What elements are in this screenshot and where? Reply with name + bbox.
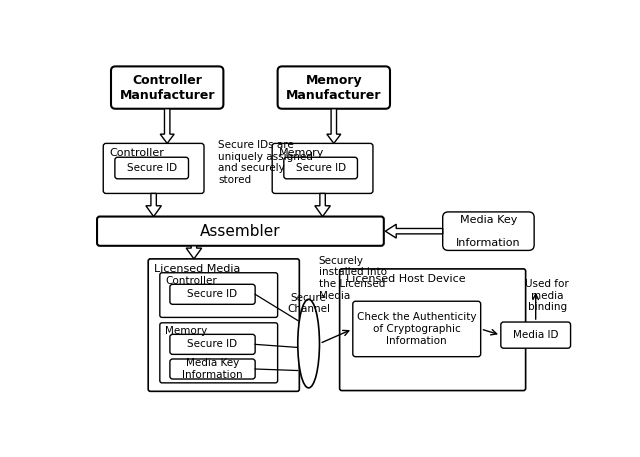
Text: Media Key

Information: Media Key Information bbox=[456, 215, 521, 248]
FancyArrow shape bbox=[385, 224, 443, 238]
FancyArrow shape bbox=[146, 193, 161, 217]
FancyBboxPatch shape bbox=[170, 335, 255, 354]
FancyBboxPatch shape bbox=[170, 359, 255, 379]
FancyBboxPatch shape bbox=[284, 157, 358, 179]
Text: Check the Authenticity
of Cryptographic
Information: Check the Authenticity of Cryptographic … bbox=[357, 313, 477, 345]
FancyBboxPatch shape bbox=[340, 269, 525, 391]
FancyBboxPatch shape bbox=[443, 212, 534, 250]
FancyArrow shape bbox=[315, 193, 330, 217]
Text: Media ID: Media ID bbox=[513, 330, 559, 340]
FancyBboxPatch shape bbox=[148, 259, 300, 391]
FancyArrow shape bbox=[327, 109, 340, 143]
Text: Controller: Controller bbox=[109, 148, 164, 158]
FancyBboxPatch shape bbox=[115, 157, 189, 179]
FancyBboxPatch shape bbox=[160, 323, 278, 383]
FancyArrow shape bbox=[186, 246, 202, 259]
Text: Controller: Controller bbox=[165, 276, 217, 286]
Text: Secure ID: Secure ID bbox=[188, 289, 237, 299]
Text: Securely
installed into
the Licensed
Media: Securely installed into the Licensed Med… bbox=[319, 256, 387, 301]
FancyBboxPatch shape bbox=[501, 322, 571, 348]
Text: Secure
Channel: Secure Channel bbox=[287, 293, 330, 314]
Text: Used for
media
binding: Used for media binding bbox=[525, 279, 569, 313]
FancyBboxPatch shape bbox=[272, 143, 373, 193]
FancyBboxPatch shape bbox=[111, 66, 223, 109]
FancyBboxPatch shape bbox=[278, 66, 390, 109]
Text: Secure ID: Secure ID bbox=[188, 340, 237, 349]
FancyBboxPatch shape bbox=[353, 301, 481, 356]
Text: Memory
Manufacturer: Memory Manufacturer bbox=[286, 74, 381, 101]
Text: Secure ID: Secure ID bbox=[296, 163, 346, 173]
FancyBboxPatch shape bbox=[97, 217, 384, 246]
FancyBboxPatch shape bbox=[170, 284, 255, 304]
Text: Assembler: Assembler bbox=[200, 223, 281, 239]
Text: Controller
Manufacturer: Controller Manufacturer bbox=[120, 74, 215, 101]
Text: Media Key
Information: Media Key Information bbox=[182, 358, 243, 380]
Text: Secure ID: Secure ID bbox=[127, 163, 177, 173]
Ellipse shape bbox=[298, 299, 319, 388]
Text: Secure IDs are
uniquely assigned
and securely
stored: Secure IDs are uniquely assigned and sec… bbox=[218, 140, 313, 185]
Text: Memory: Memory bbox=[278, 148, 324, 158]
Text: Licensed Media: Licensed Media bbox=[154, 264, 241, 274]
Text: Licensed Host Device: Licensed Host Device bbox=[346, 274, 465, 284]
FancyArrow shape bbox=[160, 109, 174, 143]
FancyBboxPatch shape bbox=[103, 143, 204, 193]
Text: Memory: Memory bbox=[165, 326, 207, 336]
FancyBboxPatch shape bbox=[160, 273, 278, 318]
